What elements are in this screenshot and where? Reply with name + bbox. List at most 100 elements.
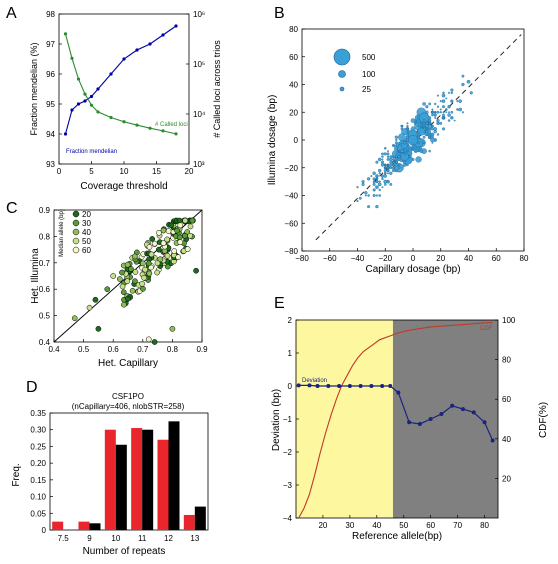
panel-b-point bbox=[384, 147, 387, 150]
panel-c-point bbox=[125, 295, 131, 302]
panel-b-point bbox=[389, 163, 393, 167]
panel-e-x-tick-label: 60 bbox=[426, 521, 435, 530]
panel-b-point bbox=[389, 157, 393, 162]
panel-b-point bbox=[430, 137, 435, 143]
legend-bubble-small bbox=[339, 86, 345, 92]
panel-b-point bbox=[425, 105, 429, 109]
panel-e-x-label: Reference allele(bp) bbox=[352, 531, 442, 542]
panel-e-deviation-point bbox=[439, 412, 444, 417]
panel-c-point bbox=[160, 240, 167, 247]
panel-b-point bbox=[394, 168, 399, 173]
panel-b-y-tick-label: 20 bbox=[289, 108, 298, 117]
panel-b-point bbox=[394, 135, 398, 139]
panel-e-deviation-point bbox=[407, 420, 412, 425]
panel-b-point bbox=[442, 111, 445, 114]
panel-b-point bbox=[395, 138, 398, 142]
panel-b-point bbox=[437, 94, 439, 97]
panel-b-point bbox=[447, 119, 451, 122]
panel-e-left-y-tick-label: −3 bbox=[283, 481, 293, 490]
panel-b-point bbox=[442, 91, 445, 95]
panel-b-point bbox=[442, 127, 446, 131]
panel-e: E 20 30 40 50 60 70 80 −4 −3 −2 −1 0 1 2 20 40 60 80 100 D… bbox=[271, 295, 549, 542]
panel-b-point bbox=[469, 91, 473, 95]
panel-d-category-label: 10 bbox=[111, 534, 120, 543]
panel-b-x-label: Capillary dosage (bp) bbox=[365, 264, 460, 275]
panel-b-point bbox=[420, 124, 423, 128]
panel-b-point bbox=[431, 141, 434, 144]
panel-c-x-tick-label: 0.8 bbox=[167, 345, 179, 354]
panel-e-x-tick-label: 40 bbox=[372, 521, 381, 530]
panel-e-deviation-point bbox=[347, 384, 352, 388]
panel-c-point bbox=[174, 227, 180, 234]
panel-c-point bbox=[189, 217, 196, 224]
panel-b-point bbox=[364, 194, 367, 197]
panel-b-point bbox=[406, 127, 409, 131]
panel-b-point bbox=[406, 122, 409, 125]
panel-b-point bbox=[406, 163, 409, 167]
panel-b-point bbox=[377, 157, 382, 162]
panel-b-point bbox=[386, 157, 390, 161]
panel-c-point bbox=[151, 339, 158, 345]
panel-a-series-point-1 bbox=[148, 126, 152, 130]
panel-e-right-y-label: CDF(%) bbox=[538, 402, 549, 438]
panel-b-y-label: Illumina dosage (bp) bbox=[267, 95, 278, 186]
panel-c-point bbox=[156, 229, 162, 236]
panel-b-point bbox=[367, 194, 370, 197]
panel-d-category-label: 9 bbox=[87, 534, 92, 543]
panel-d-title: CSF1PO bbox=[112, 392, 144, 401]
panel-d-y-tick-label: 0.25 bbox=[30, 442, 46, 451]
panel-b-point bbox=[450, 99, 454, 103]
panel-e-right-y-tick-label: 80 bbox=[502, 356, 511, 365]
panel-c-point bbox=[154, 260, 161, 267]
panel-b-point bbox=[450, 110, 454, 114]
panel-c-x-tick-label: 0.4 bbox=[48, 345, 60, 354]
panel-b-point bbox=[406, 125, 409, 128]
panel-b-legend: 500 100 25 bbox=[333, 48, 376, 94]
panel-b-point bbox=[450, 116, 454, 120]
panel-e-deviation-point bbox=[396, 390, 401, 395]
panel-b-point bbox=[386, 166, 390, 170]
panel-e-left-y-tick-label: 2 bbox=[288, 316, 293, 325]
panel-e-deviation-point bbox=[428, 417, 433, 421]
panel-b-point bbox=[436, 110, 440, 114]
panel-b-point bbox=[437, 116, 439, 119]
panel-a-left-y-tick-label: 98 bbox=[46, 10, 55, 19]
panel-e-left-y-tick-label: −1 bbox=[283, 415, 293, 424]
panel-e-left-y-tick-label: 1 bbox=[288, 349, 293, 358]
panel-a-left-y-tick-label: 94 bbox=[46, 130, 55, 139]
panel-c-y-tick-label: 0.8 bbox=[39, 232, 51, 241]
panel-c-x-tick-label: 0.7 bbox=[137, 345, 149, 354]
panel-d-category-label: 11 bbox=[138, 534, 147, 543]
colorbar-dot-30 bbox=[72, 219, 80, 227]
panel-b-point bbox=[381, 155, 384, 158]
panel-b-point bbox=[400, 124, 404, 128]
panel-d-y-tick-label: 0.05 bbox=[30, 509, 46, 518]
panel-e-cdf-line bbox=[298, 322, 493, 519]
panel-b-point bbox=[361, 180, 365, 184]
panel-b-point bbox=[436, 118, 440, 123]
panel-b-point bbox=[375, 180, 379, 184]
panel-a-series-point-0 bbox=[109, 72, 113, 76]
panel-b-point bbox=[466, 79, 471, 84]
panel-d-y-tick-label: 0 bbox=[42, 526, 47, 535]
panel-b-point bbox=[428, 102, 432, 106]
panel-b-point bbox=[461, 82, 465, 87]
panel-d-category-label: 13 bbox=[190, 534, 199, 543]
panel-b-point bbox=[442, 105, 446, 109]
panel-c-point bbox=[124, 278, 131, 285]
panel-b-point bbox=[444, 108, 448, 111]
panel-c-point bbox=[145, 336, 152, 343]
panel-b-point bbox=[448, 111, 451, 114]
panel-b-point bbox=[375, 194, 378, 197]
panel-d-bar-red bbox=[131, 428, 143, 530]
panel-a-left-y-label: Fraction mendelian (%) bbox=[29, 42, 39, 135]
panel-c-point bbox=[86, 304, 93, 311]
panel-e-deviation-point bbox=[450, 403, 455, 408]
panel-b-point bbox=[456, 100, 459, 103]
panel-d: D CSF1PO (nCapillary=406, nlobSTR=258) 0… bbox=[11, 379, 209, 557]
panel-b-y-tick-label: 0 bbox=[294, 136, 299, 145]
panel-c-y-tick-label: 0.6 bbox=[39, 285, 51, 294]
panel-b-point bbox=[372, 171, 376, 176]
panel-c-point bbox=[187, 223, 194, 230]
panel-c-point bbox=[145, 260, 152, 267]
